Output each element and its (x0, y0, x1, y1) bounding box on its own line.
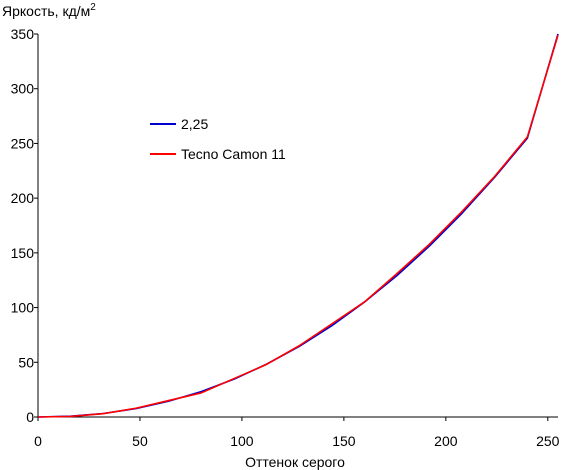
series-line-1 (37, 33, 559, 418)
y-axis-title: Яркость, кд/м2 (2, 2, 96, 19)
y-tick-label: 350 (11, 26, 35, 42)
x-axis-title: Оттенок серого (245, 454, 345, 470)
x-tick-label: 200 (434, 433, 458, 449)
series-line-2 (37, 34, 559, 418)
y-tick-label: 300 (11, 81, 35, 97)
x-tick-label: 0 (34, 433, 42, 449)
y-tick-label: 100 (11, 300, 35, 316)
y-tick-label: 200 (11, 190, 35, 206)
x-tick-label: 50 (132, 433, 148, 449)
y-axis-ticks: 0 50 100 150 200 250 300 350 (11, 26, 38, 425)
y-tick-label: 0 (26, 409, 34, 425)
y-tick-label: 150 (11, 245, 35, 261)
x-tick-label: 150 (332, 433, 356, 449)
x-tick-label: 250 (536, 433, 560, 449)
legend: 2,25 Tecno Camon 11 (150, 116, 286, 162)
axes (37, 34, 558, 418)
y-tick-label: 50 (18, 354, 34, 370)
x-axis-ticks: 0 50 100 150 200 250 (34, 417, 560, 449)
legend-label-2: Tecno Camon 11 (181, 146, 286, 162)
x-tick-label: 100 (230, 433, 254, 449)
y-tick-label: 250 (11, 135, 35, 151)
legend-label-1: 2,25 (181, 116, 208, 132)
series-lines (37, 33, 559, 418)
